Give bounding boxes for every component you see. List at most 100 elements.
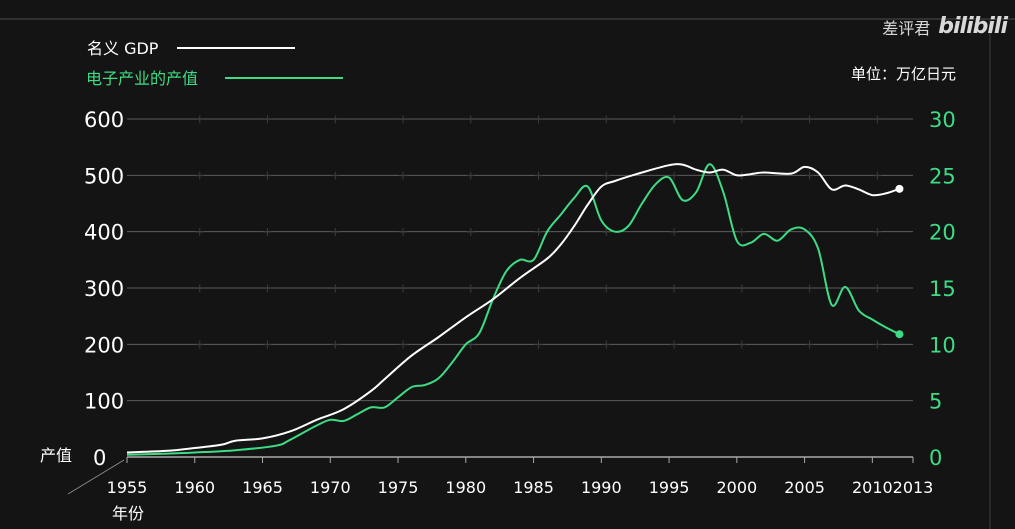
x-tick-label: 2010: [852, 478, 893, 497]
x-tick-label: 1955: [107, 478, 148, 497]
right-tick-label: 20: [929, 221, 956, 245]
right-tick-label: 5: [929, 390, 942, 414]
plus-marker: [263, 228, 272, 236]
x-axis-title: 年份: [112, 504, 144, 523]
x-tick-label: 1995: [649, 478, 690, 497]
plus-marker: [805, 171, 814, 180]
x-tick-label: 1990: [581, 478, 622, 497]
plus-marker: [195, 171, 204, 180]
plus-marker: [670, 115, 679, 124]
plus-marker: [331, 340, 340, 349]
watermark: 差评君 bilibili: [882, 14, 1008, 39]
plus-marker: [534, 171, 543, 180]
plus-marker: [737, 284, 746, 293]
plus-marker: [805, 115, 814, 124]
plus-marker: [670, 228, 679, 236]
x-tick-label: 1970: [310, 478, 351, 497]
plus-marker: [737, 228, 746, 236]
plus-marker: [263, 115, 272, 124]
plus-marker: [399, 115, 408, 124]
plus-marker: [331, 284, 340, 293]
plus-marker: [873, 284, 882, 293]
plus-marker: [670, 171, 679, 180]
plus-marker: [331, 115, 340, 124]
plus-marker: [602, 115, 611, 124]
plus-marker: [263, 284, 272, 293]
x-tick-label: 1960: [174, 478, 215, 497]
plus-marker: [399, 340, 408, 349]
x-tick-label: 2005: [784, 478, 825, 497]
plus-marker: [399, 171, 408, 180]
x-tick-label: 1985: [513, 478, 554, 497]
right-tick-label: 25: [929, 164, 956, 188]
legend: 名义 GDP 电子产业的产值: [86, 39, 343, 88]
plus-marker: [331, 228, 340, 236]
series-line-gdp: [126, 163, 900, 454]
plus-marker: [263, 171, 272, 180]
plus-marker: [195, 228, 204, 236]
legend-label-electronics: 电子产业的产值: [86, 69, 198, 88]
plus-marker: [805, 284, 814, 293]
x-tick-label: 2000: [716, 478, 757, 497]
axis-corner-slash: [67, 459, 125, 495]
left-tick-label: 500: [84, 164, 124, 188]
series-layer: [126, 163, 904, 456]
plus-marker: [873, 228, 882, 236]
plus-marker: [602, 171, 611, 180]
right-axis-ticks: 0 5 10 15 20 25 30: [929, 108, 956, 470]
right-tick-label: 0: [929, 446, 942, 470]
plus-marker: [534, 284, 543, 293]
right-tick-label: 10: [929, 333, 956, 357]
series-line-electronics: [126, 163, 900, 456]
unit-label: 单位：万亿日元: [851, 65, 956, 83]
plus-marker: [534, 228, 543, 236]
plus-marker: [466, 171, 475, 180]
right-tick-label: 30: [929, 108, 956, 132]
left-tick-label: 200: [84, 333, 124, 357]
series-end-point-gdp: [895, 184, 904, 193]
x-tick-label: 2013: [893, 478, 934, 497]
plus-marker: [195, 284, 204, 293]
grid-plus-markers: [195, 115, 882, 349]
plus-marker: [873, 340, 882, 349]
plus-marker: [873, 115, 882, 124]
left-tick-label: 600: [84, 108, 124, 132]
plus-marker: [195, 340, 204, 349]
left-axis-ticks: 0 100 200 300 400 500 600: [84, 108, 124, 470]
plus-marker: [534, 340, 543, 349]
legend-label-gdp: 名义 GDP: [87, 39, 159, 58]
x-axis-ticks: 1955 1960 1965 1970 1975 1980 1985 1990 1995 2000…: [107, 457, 934, 497]
plus-marker: [399, 284, 408, 293]
plus-marker: [602, 228, 611, 236]
series-end-point-electronics: [895, 330, 904, 339]
plus-marker: [466, 340, 475, 349]
left-tick-label: 0: [93, 446, 106, 470]
plus-marker: [195, 115, 204, 124]
plus-marker: [263, 340, 272, 349]
plus-marker: [399, 228, 408, 236]
plus-marker: [466, 228, 475, 236]
plus-marker: [873, 171, 882, 180]
left-tick-label: 400: [84, 221, 124, 245]
plus-marker: [805, 340, 814, 349]
y-axis-title: 产值: [40, 446, 72, 465]
watermark-bilibili-logo: bilibili: [938, 14, 1008, 39]
plus-marker: [534, 115, 543, 124]
watermark-channel: 差评君: [882, 18, 931, 38]
plus-marker: [331, 171, 340, 180]
plus-marker: [737, 340, 746, 349]
plus-marker: [466, 115, 475, 124]
plus-marker: [670, 284, 679, 293]
left-tick-label: 100: [84, 390, 124, 414]
grid: [127, 118, 913, 458]
x-tick-label: 1975: [378, 478, 419, 497]
plus-marker: [466, 284, 475, 293]
plus-marker: [602, 340, 611, 349]
x-tick-label: 1980: [445, 478, 486, 497]
right-tick-label: 15: [929, 277, 956, 301]
left-tick-label: 300: [84, 277, 124, 301]
plus-marker: [737, 115, 746, 124]
plus-marker: [670, 340, 679, 349]
